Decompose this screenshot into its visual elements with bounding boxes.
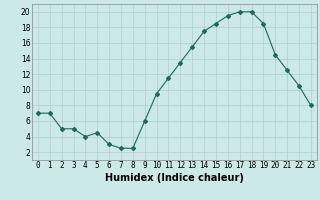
- X-axis label: Humidex (Indice chaleur): Humidex (Indice chaleur): [105, 173, 244, 183]
